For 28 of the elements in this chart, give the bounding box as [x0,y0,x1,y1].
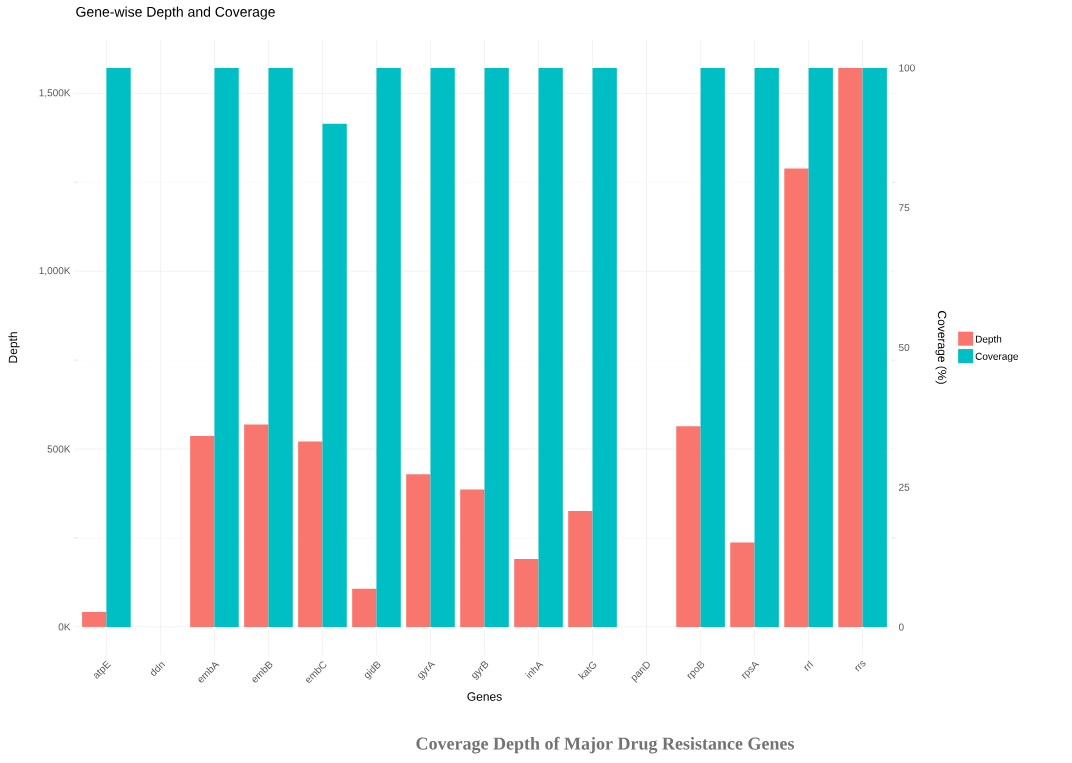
bar [352,588,377,627]
x-tick-label: rrs [854,660,866,672]
y2-tick-label: 75 [899,204,910,212]
x-tick-label: inhA [524,662,544,679]
x-axis-title: Genes [467,692,502,701]
legend-label: Coverage [975,352,1019,362]
y-tick-label: 500K [47,445,71,453]
text: Coverage Depth of Major Drug Resistance Genes [416,736,795,754]
y-tick-label: 1,000K [39,267,71,276]
bar [730,542,755,627]
y2-tick-label: 50 [898,343,910,352]
x-tick-label: rpsA [741,661,760,679]
y2-tick-label: 0 [898,623,904,631]
bar [514,558,539,627]
bar [460,489,485,627]
bar [82,611,107,627]
legend-label: Depth [975,335,1002,345]
y-axis-title: Depth [8,332,20,363]
x-tick-label: rrl [804,660,814,671]
x-tick-label: ddn [151,662,166,676]
y-tick-label: 1,500K [39,89,71,98]
y2-tick-label: 100 [899,64,915,72]
y2-axis-title: Coverage (%) [935,311,947,384]
bar [406,474,431,627]
y-tick-label: 0K [58,623,71,631]
chart-title: Gene-wise Depth and Coverage [76,6,275,20]
y2-tick-label: 25 [899,483,910,491]
bar [568,510,593,627]
